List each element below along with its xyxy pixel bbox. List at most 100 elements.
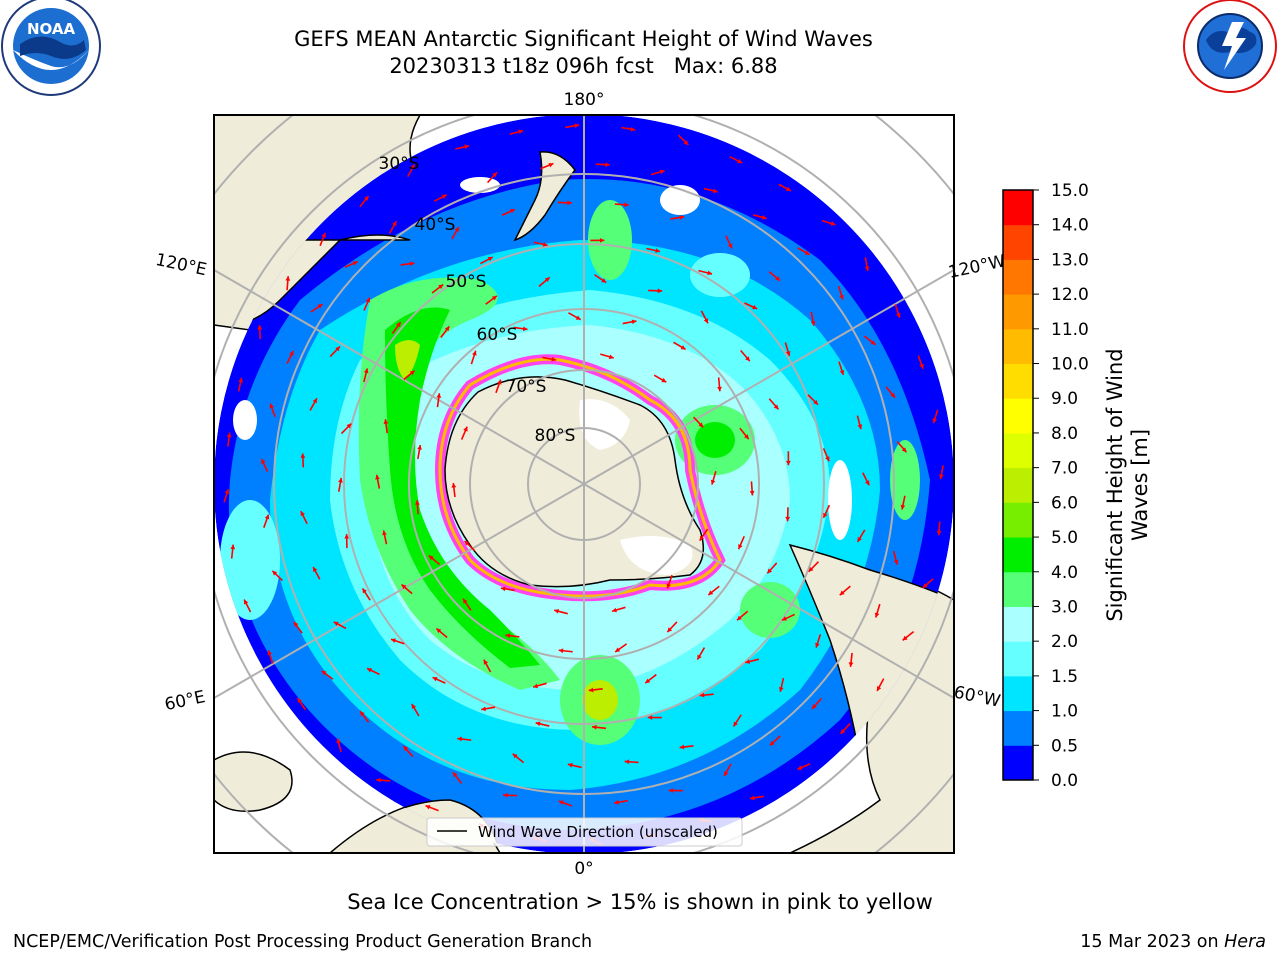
wave-direction-arrowhead [551,356,557,362]
wave-direction-arrowhead [813,399,818,405]
colorbar-swatch [1003,190,1033,226]
wave-direction-arrowhead [744,434,749,440]
wave-direction-arrowhead [919,363,924,369]
wave-direction-arrowhead [335,346,340,352]
wave-direction-arrowhead [893,559,899,565]
wave-direction-arrowhead [592,724,597,730]
colorbar-swatch [1003,294,1033,330]
wave-direction-arrowhead [505,633,511,639]
wave-direction-arrowhead [631,319,637,325]
wave-direction-arrowhead [778,686,784,692]
wave-direction-arrowhead [362,588,367,594]
wave-direction-arrowhead [922,583,928,589]
wave-direction-arrowhead [839,294,844,300]
lat-label-30s: 30°S [379,154,420,174]
wave-direction-arrowhead [624,759,630,765]
wave-direction-arrowhead [932,418,938,424]
colorbar: 0.0 0.5 1.0 1.5 2.0 3.0 4.0 5.0 6.0 7.0 8.0 9.0 10.0… [1002,181,1089,791]
wave-direction-arrowhead [737,158,743,164]
wave-direction-arrowhead [785,460,791,466]
wave-direction-arrowhead [698,422,704,428]
wave-direction-arrowhead [363,195,369,201]
colorbar-swatch [1003,328,1033,365]
wave-direction-arrowhead [512,753,518,759]
wave-direction-arrowhead [321,232,326,238]
wave-direction-arrowhead [848,662,854,667]
lat-label-80s: 80°S [535,426,576,446]
legend-label: Wind Wave Direction (unscaled) [478,823,718,841]
wave-direction-arrowhead [441,194,447,199]
colorbar-tick-label: 4.0 [1051,563,1078,583]
wave-direction-arrowhead [257,325,263,330]
chart-subtitle: 20230313 t18z 096h fcst Max: 6.88 [389,54,778,78]
wave-direction-arrowhead [535,721,541,727]
wave-direction-arrowhead [699,535,705,541]
wave-direction-arrowhead [877,685,882,691]
wave-direction-arrowhead [390,638,396,643]
wave-direction-arrowhead [615,647,621,652]
wave-direction-arrowhead [392,221,397,227]
sea-ice-ring [434,354,726,602]
lon-label-60w: 60°W [952,682,1002,711]
wave-direction-arrowhead [338,477,343,483]
wave-direction-arrowhead [464,540,470,546]
wave-direction-arrowhead [293,621,299,627]
wave-direction-arrowhead [567,762,573,768]
wave-direction-arrowhead [761,215,767,220]
wave-direction-arrowhead [548,162,554,168]
wave-direction-arrowhead [487,256,493,262]
wave-direction-arrowhead [558,800,564,805]
wave-direction-arrowhead [463,598,468,604]
wave-direction-arrowhead [659,169,665,175]
wave-direction-arrowhead [724,771,729,777]
nws-logo [1181,0,1279,95]
wave-direction-arrowhead [808,566,814,572]
wave-direction-arrowhead [608,354,614,360]
wave-direction-arrowhead [775,276,781,281]
wave-direction-arrowhead [890,392,896,398]
wave-direction-arrowhead [630,126,636,132]
wave-direction-arrowhead [492,172,498,178]
wave-direction-arrowhead [410,164,415,170]
colorbar-tick-label: 15.0 [1051,181,1089,201]
wave-direction-arrowhead [244,599,249,605]
wave-direction-arrowhead [272,570,278,576]
colorbar-tick-label: 1.5 [1051,667,1078,687]
wave-direction-arrowhead [285,276,291,281]
wave-direction-arrowhead [901,447,907,453]
wave-direction-arrowhead [428,555,434,561]
wave-direction-arrowhead [738,544,743,550]
wave-direction-arrowhead [823,512,828,518]
colorbar-label-line1: Significant Height of Wind [1103,348,1127,622]
sea-ice-note: Sea Ice Concentration > 15% is shown in … [347,890,933,914]
wave-direction-arrowhead [425,804,431,810]
antarctica-landmass [444,376,705,588]
lat-label-60s: 60°S [477,325,518,345]
wave-direction-arrowhead [544,277,550,283]
chart-title: GEFS MEAN Antarctic Significant Height o… [294,27,873,51]
wave-direction-arrowhead [457,736,462,742]
wave-direction-arrowhead [680,345,686,350]
wave-direction-arrowhead [857,536,862,542]
wave-direction-arrowhead [452,772,458,778]
colorbar-swatch [1003,398,1033,434]
wave-direction-arrowhead [655,248,661,253]
wave-direction-arrowhead [895,312,901,318]
wave-direction-arrowhead [679,215,685,220]
wave-direction-arrowhead [472,350,477,356]
colorbar-swatch [1003,606,1033,642]
wave-direction-arrowhead [300,511,305,517]
wave-direction-arrowhead [902,635,908,641]
wave-direction-arrowhead [752,304,758,310]
wave-direction-arrowhead [647,715,653,720]
lat-label-50s: 50°S [446,272,487,292]
colorbar-tick-label: 5.0 [1051,528,1078,548]
wave-direction-arrowhead [297,698,302,704]
wave-direction-arrowhead [839,590,845,596]
wave-direction-arrowhead [317,304,323,309]
lat-label-40s: 40°S [415,215,456,235]
wave-direction-arrowhead [815,642,820,648]
footer-date: 15 Mar 2023 on Hera [1080,932,1266,952]
wave-direction-arrowhead [336,738,341,744]
wave-direction-arrowhead [366,668,372,673]
